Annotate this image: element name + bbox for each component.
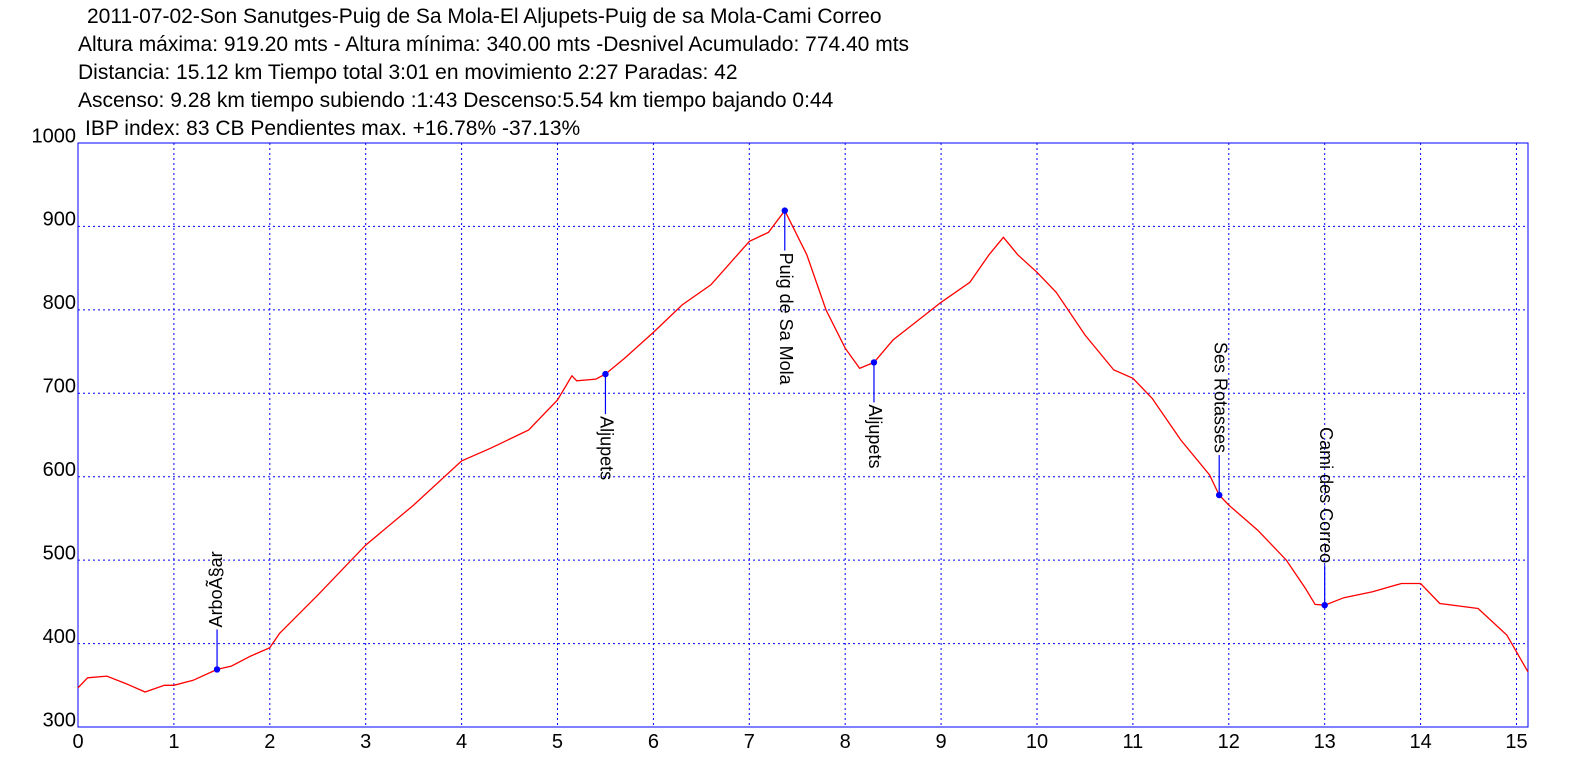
waypoint-label: Puig de Sa Mola <box>776 253 796 386</box>
plot-frame <box>77 142 1529 728</box>
x-tick-label: 1 <box>168 731 179 753</box>
y-tick-label: 300 <box>43 709 76 731</box>
y-tick-label: 600 <box>43 459 76 481</box>
subtitle: IBP index: 83 CB Pendientes max. +16.78%… <box>85 117 580 140</box>
x-tick-label: 14 <box>1409 731 1431 753</box>
y-tick-label: 1000 <box>32 125 77 147</box>
waypoint-marker <box>1216 491 1223 499</box>
x-tick-label: 10 <box>1026 731 1048 753</box>
y-tick-label: 800 <box>43 292 76 314</box>
x-tick-label: 6 <box>648 731 659 753</box>
x-tick-label: 5 <box>552 731 563 753</box>
x-tick-label: 8 <box>840 731 851 753</box>
waypoint-marker <box>602 370 609 378</box>
x-tick-label: 3 <box>360 731 371 753</box>
elevation-line <box>77 209 1529 693</box>
waypoint-label: Aljupets <box>597 416 617 480</box>
waypoint-marker <box>213 666 221 673</box>
x-tick-label: 2 <box>264 731 275 753</box>
chart-title: 2011-07-02-Son Sanutges-Puig de Sa Mola-… <box>87 5 882 28</box>
waypoint-label: Ses Rotasses <box>1210 342 1230 453</box>
waypoint-label: ArboÃ§ar <box>205 551 226 627</box>
y-tick-label: 500 <box>43 542 76 564</box>
waypoint-marker <box>1321 601 1328 609</box>
waypoint-label: Aljupets <box>865 404 885 468</box>
y-tick-label: 700 <box>43 376 76 398</box>
waypoint-label: Cami des Correo <box>1316 427 1336 563</box>
x-tick-label: 4 <box>456 731 467 753</box>
x-tick-label: 0 <box>72 731 83 753</box>
x-tick-label: 12 <box>1218 731 1240 753</box>
waypoint-marker <box>781 207 788 214</box>
y-tick-label: 900 <box>43 209 76 231</box>
waypoint-marker <box>870 359 878 366</box>
x-tick-label: 7 <box>744 731 755 753</box>
subtitle: Distancia: 15.12 km Tiempo total 3:01 en… <box>78 61 738 84</box>
x-tick-label: 11 <box>1123 731 1144 753</box>
x-tick-label: 15 <box>1505 731 1527 753</box>
x-tick-label: 9 <box>936 731 947 753</box>
x-tick-label: 13 <box>1314 731 1336 753</box>
subtitle: Altura máxima: 919.20 mts - Altura mínim… <box>78 33 909 56</box>
subtitle: Ascenso: 9.28 km tiempo subiendo :1:43 D… <box>78 89 834 112</box>
y-tick-label: 400 <box>43 626 76 648</box>
